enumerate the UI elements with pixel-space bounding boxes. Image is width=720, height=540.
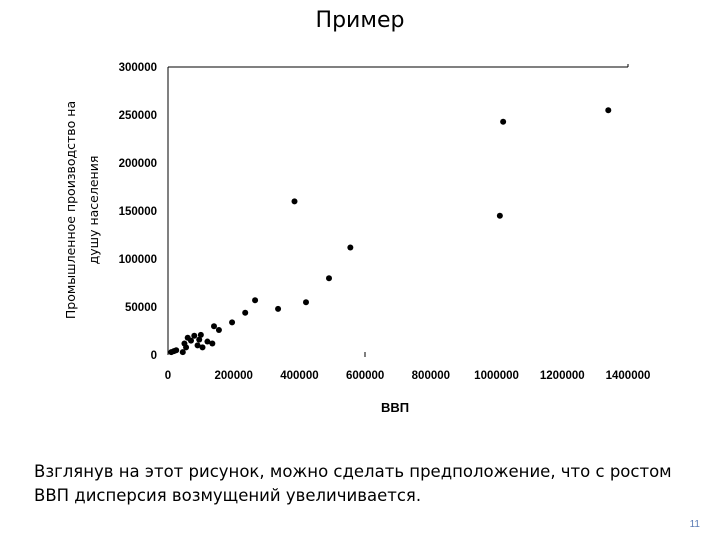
x-tick-label: 400000 xyxy=(280,370,318,382)
y-axis-label-line-2: душу населения xyxy=(86,156,101,265)
data-point xyxy=(229,319,236,326)
y-tick-label: 50000 xyxy=(125,302,157,314)
data-point xyxy=(194,342,201,349)
x-axis-label: ВВП xyxy=(381,400,409,415)
x-tick-label: 1000000 xyxy=(474,370,519,382)
slide-caption: Взглянув на этот рисунок, можно сделать … xyxy=(34,462,672,505)
data-point xyxy=(183,344,190,351)
data-point xyxy=(291,198,298,205)
y-tick-label: 100000 xyxy=(119,254,157,266)
data-point xyxy=(196,336,203,343)
data-point xyxy=(303,299,309,306)
data-point xyxy=(326,275,332,282)
data-point xyxy=(347,244,354,251)
y-tick-label: 250000 xyxy=(119,110,157,122)
data-point xyxy=(605,107,612,114)
slide-title: Пример xyxy=(315,8,405,33)
data-point xyxy=(496,212,503,219)
x-tick-label: 0 xyxy=(165,370,171,382)
chart-points xyxy=(168,107,612,356)
scatter-chart: 0 50000 100000 150000 200000 250000 300000 0 200… xyxy=(63,62,651,415)
y-tick-label: 0 xyxy=(151,350,157,362)
data-point xyxy=(242,309,249,316)
x-tick-label: 1200000 xyxy=(540,370,585,382)
y-axis-label-line-1: Промышленное производство на xyxy=(63,101,78,319)
page-number: 11 xyxy=(689,519,700,530)
data-point xyxy=(209,340,216,347)
data-point xyxy=(179,349,186,356)
data-point xyxy=(211,323,217,330)
y-tick-label: 200000 xyxy=(119,158,157,170)
data-point xyxy=(252,297,259,304)
x-tick-label: 1400000 xyxy=(606,370,651,382)
x-tick-label: 200000 xyxy=(215,370,253,382)
data-point xyxy=(173,347,180,354)
x-tick-label: 800000 xyxy=(412,370,450,382)
chart-tick-labels: 0 50000 100000 150000 200000 250000 300000 0 200… xyxy=(119,62,651,382)
chart-axes xyxy=(167,64,629,357)
data-point xyxy=(215,327,222,334)
data-point xyxy=(204,338,211,345)
data-point xyxy=(199,344,206,351)
y-tick-label: 300000 xyxy=(119,62,157,74)
data-point xyxy=(191,332,198,339)
y-tick-label: 150000 xyxy=(119,206,157,218)
data-point xyxy=(275,305,282,312)
data-point xyxy=(188,337,194,344)
x-tick-label: 600000 xyxy=(346,370,384,382)
data-point xyxy=(500,118,507,125)
data-point xyxy=(197,331,204,338)
